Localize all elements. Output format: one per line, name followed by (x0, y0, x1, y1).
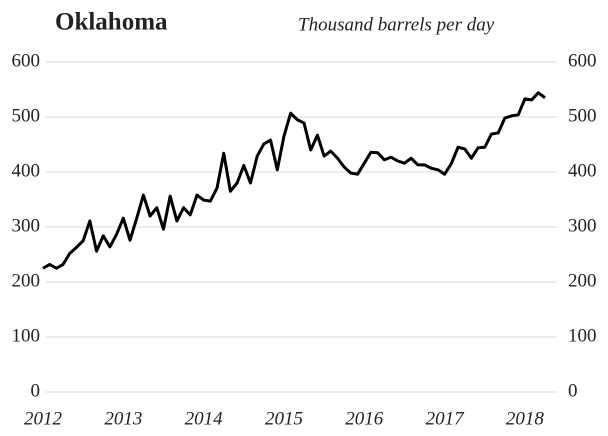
y2-tick-label: 200 (568, 270, 597, 291)
y-tick-label: 100 (12, 325, 41, 346)
y2-tick-label: 0 (568, 380, 578, 401)
x-tick-label: 2015 (265, 408, 303, 429)
y2-tick-label: 100 (568, 325, 597, 346)
y2-tick-label: 600 (568, 50, 597, 71)
x-tick-label: 2013 (104, 408, 142, 429)
x-tick-label: 2014 (185, 408, 224, 429)
y-tick-label: 500 (12, 105, 41, 126)
chart-subtitle: Thousand barrels per day (298, 14, 495, 35)
y2-tick-label: 500 (568, 105, 597, 126)
y-tick-label: 600 (12, 50, 41, 71)
y-tick-label: 400 (12, 160, 41, 181)
x-tick-label: 2012 (24, 408, 63, 429)
y-tick-label: 300 (12, 215, 41, 236)
chart-title: Oklahoma (55, 9, 168, 36)
x-tick-label: 2016 (345, 408, 384, 429)
x-tick-label: 2017 (426, 408, 466, 429)
y2-tick-label: 300 (568, 215, 597, 236)
y2-tick-label: 400 (568, 160, 597, 181)
y-tick-label: 0 (31, 380, 41, 401)
y-tick-label: 200 (12, 270, 41, 291)
x-tick-label: 2018 (506, 408, 545, 429)
data-line (42, 91, 546, 270)
